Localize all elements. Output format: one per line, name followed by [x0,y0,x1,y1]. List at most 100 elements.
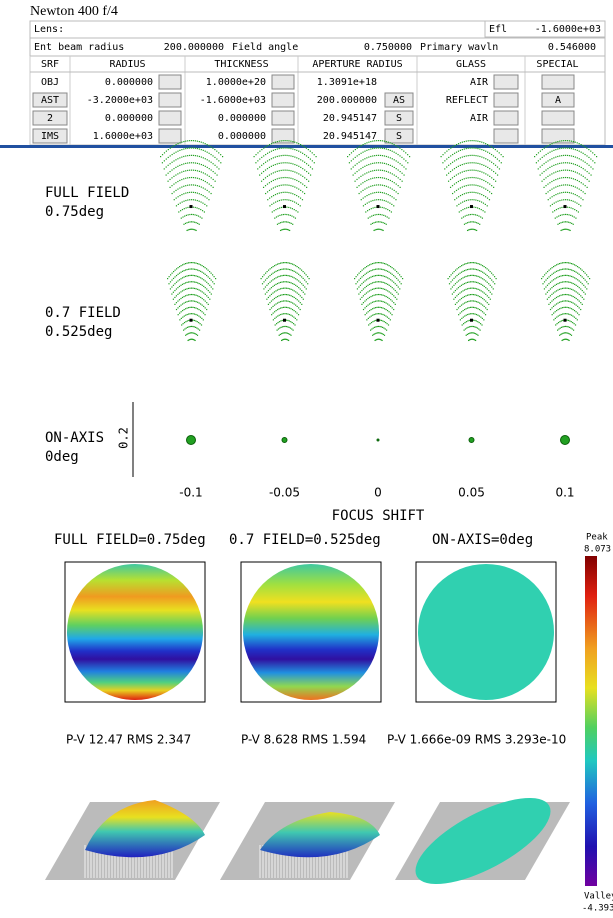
spot-dot [287,268,289,270]
spot-dot [174,296,176,299]
spot-dot [288,339,290,342]
spot-dot [366,172,368,174]
aperture-cell: 20.945147 [323,131,377,142]
spot-dot [195,262,197,264]
spot-dot [545,169,547,171]
spot-dot [286,262,288,264]
spot-dot [183,141,185,143]
spot-dot [280,192,282,194]
spot-dot [555,193,557,196]
spot-dot [370,321,373,324]
spot-dot [177,158,179,160]
spot-dot [554,311,556,313]
spot-dot [302,291,304,293]
spot-dot [304,286,306,288]
spot-dot [201,217,203,219]
spot-dot [169,147,171,149]
spot-dot [284,306,286,308]
spot-dot [270,158,273,160]
spot-dot [185,140,187,142]
spot-dot [187,140,189,142]
spot-dot [183,148,185,150]
spot-dot [502,156,504,158]
spot-dot [580,268,582,270]
spot-dot [475,320,477,322]
spot-dot [350,160,352,162]
spot-dot [189,313,191,315]
spot-dot [198,193,200,195]
spot-dot [391,293,393,295]
spot-dot [206,166,208,169]
spot-dot [186,288,188,290]
spot-dot [264,279,267,281]
spot-dot [284,169,286,171]
spot-dot [172,291,175,293]
spot-dot [287,214,290,216]
spot-dot [479,163,481,165]
spot-dot [555,171,557,173]
spot-dot [192,325,194,328]
spot-dot [459,292,461,294]
spot-dot [275,296,277,299]
spot-dot [177,300,179,302]
spot-dot [276,200,279,202]
spot-dot [178,272,181,274]
spot-dot [568,275,570,277]
spot-dot [187,147,189,149]
spot-dot [557,289,559,291]
spot-dot [565,213,567,216]
spot-dot [489,160,491,162]
x-tick-label: 0.05 [458,486,485,500]
spot-dot [382,229,384,232]
spot-dot [399,281,401,283]
spot-dot [470,338,472,340]
spot-dot [282,199,284,201]
spot-dot [474,268,476,270]
spot-dot [177,203,179,205]
spot-dot [494,156,497,159]
spot-dot [586,186,588,188]
spot-dot [489,183,491,185]
spot-dot [572,270,574,272]
spot-dot [466,294,469,296]
spot-dot [278,162,280,165]
spot-dot [175,166,177,169]
spot-dot [467,199,469,201]
spot-dot [541,180,543,182]
spot-dot [380,228,382,231]
spot-dot [284,221,286,223]
spot-dot [388,291,390,293]
spot-dot [178,211,180,213]
spot-dot [549,197,551,199]
spot-dot [187,229,189,231]
field-name: ON-AXIS [45,430,104,446]
spot-dot [463,148,465,150]
spot-dot [175,189,177,192]
spot-dot [275,264,277,266]
spot-dot [568,339,570,342]
spot-dot [269,144,271,146]
spot-dot [477,275,479,278]
spot-dot [385,329,388,331]
spot-dot [167,149,169,151]
spot-dot [272,299,274,301]
spot-dot [368,163,370,166]
spot-dot [459,305,461,308]
spot-dot [307,283,309,285]
spot-dot [273,304,276,306]
spot-dot [366,194,368,197]
spot-dot [169,163,171,165]
spot-dot [202,164,204,166]
spot-dot [545,177,547,179]
spot-dot [576,157,578,159]
spot-dot [280,333,283,335]
spot-dot [284,287,286,289]
spot-dot [299,308,301,311]
spot-dot [466,207,468,209]
spot-dot [496,150,498,152]
spot-dot [208,183,210,185]
spot-dot [375,228,377,231]
spot-dot [195,320,197,322]
spot-dot [200,171,203,173]
spot-dot [473,199,475,201]
